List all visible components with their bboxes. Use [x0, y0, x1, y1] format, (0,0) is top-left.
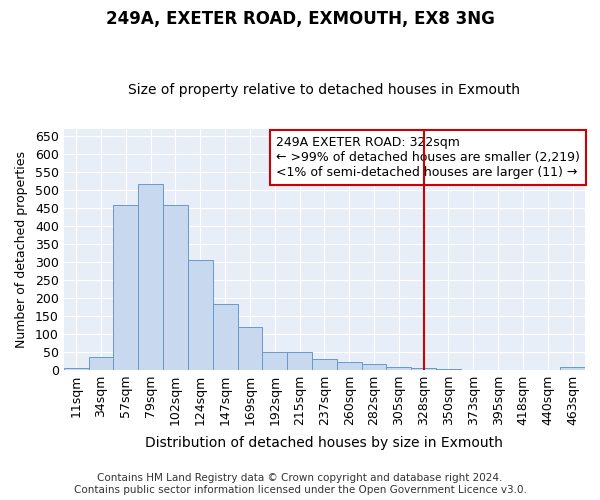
X-axis label: Distribution of detached houses by size in Exmouth: Distribution of detached houses by size …	[145, 436, 503, 450]
Bar	[89, 357, 113, 370]
Bar	[113, 205, 138, 370]
Bar	[362, 364, 386, 370]
Title: Size of property relative to detached houses in Exmouth: Size of property relative to detached ho…	[128, 83, 520, 97]
Bar	[238, 327, 262, 370]
Bar	[411, 368, 436, 370]
Bar	[213, 304, 238, 370]
Bar	[138, 184, 163, 370]
Y-axis label: Number of detached properties: Number of detached properties	[15, 150, 28, 348]
Text: 249A, EXETER ROAD, EXMOUTH, EX8 3NG: 249A, EXETER ROAD, EXMOUTH, EX8 3NG	[106, 10, 494, 28]
Bar	[312, 360, 337, 370]
Bar	[64, 368, 89, 370]
Bar	[386, 366, 411, 370]
Text: 249A EXETER ROAD: 322sqm
← >99% of detached houses are smaller (2,219)
<1% of se: 249A EXETER ROAD: 322sqm ← >99% of detac…	[276, 136, 580, 179]
Bar	[436, 369, 461, 370]
Text: Contains HM Land Registry data © Crown copyright and database right 2024.
Contai: Contains HM Land Registry data © Crown c…	[74, 474, 526, 495]
Bar	[560, 368, 585, 370]
Bar	[163, 205, 188, 370]
Bar	[262, 352, 287, 370]
Bar	[287, 352, 312, 370]
Bar	[188, 260, 213, 370]
Bar	[337, 362, 362, 370]
